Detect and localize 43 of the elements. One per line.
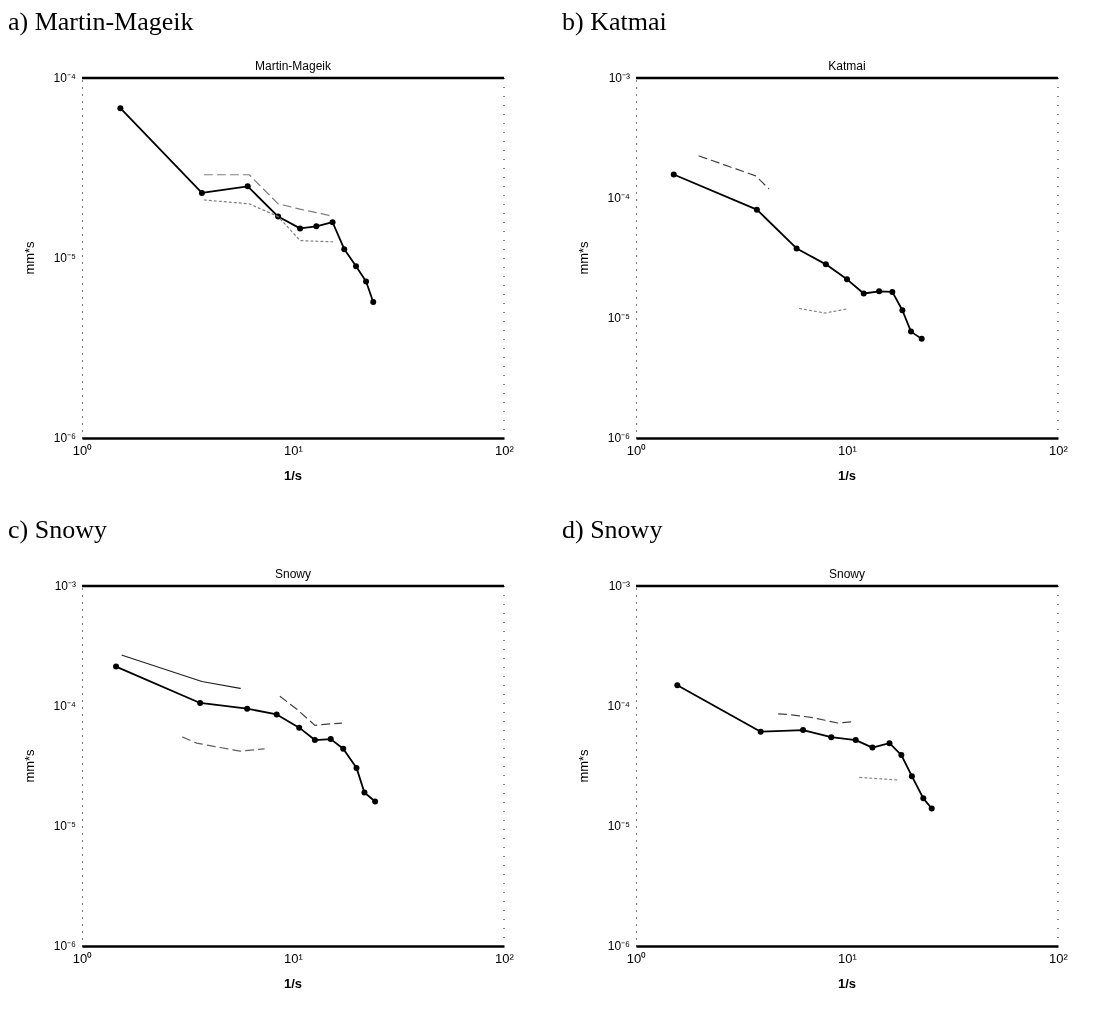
x-tick-label: 10⁰ xyxy=(72,951,93,967)
y-tick-label: 10⁻⁵ xyxy=(53,251,77,266)
y-axis-title: mm*s xyxy=(576,748,591,783)
chart-title: c) Snowy xyxy=(8,515,107,544)
y-tick-label: 10⁻³ xyxy=(54,579,76,594)
x-axis-title: 1/s xyxy=(837,976,857,991)
x-tick-label: 10² xyxy=(495,951,515,967)
x-axis-title: 1/s xyxy=(283,468,303,483)
y-tick-label: 10⁻⁶ xyxy=(53,939,77,954)
y-axis-title: mm*s xyxy=(22,240,37,275)
x-tick-label: 10⁰ xyxy=(626,443,647,459)
y-tick-label: 10⁻⁶ xyxy=(607,431,631,446)
x-tick-label: 10⁰ xyxy=(72,443,93,459)
chart-subtitle: Katmai xyxy=(828,59,866,73)
x-tick-label: 10¹ xyxy=(284,951,304,967)
x-tick-label: 10⁰ xyxy=(626,951,647,967)
chart-title: b) Katmai xyxy=(562,7,667,36)
y-tick-label: 10⁻⁴ xyxy=(607,699,630,714)
chart-subtitle: Snowy xyxy=(274,567,312,581)
y-tick-label: 10⁻⁶ xyxy=(53,431,77,446)
y-tick-label: 10⁻⁵ xyxy=(607,311,631,326)
y-tick-label: 10⁻⁶ xyxy=(607,939,631,954)
y-axis-title: mm*s xyxy=(22,748,37,783)
y-tick-label: 10⁻⁴ xyxy=(53,71,76,86)
x-tick-label: 10² xyxy=(495,443,515,459)
y-tick-label: 10⁻³ xyxy=(608,71,630,86)
x-axis-title: 1/s xyxy=(283,976,303,991)
x-tick-label: 10¹ xyxy=(284,443,304,459)
x-axis-title: 1/s xyxy=(837,468,857,483)
chart-title: d) Snowy xyxy=(562,515,663,544)
y-tick-label: 10⁻⁴ xyxy=(53,699,76,714)
x-tick-label: 10² xyxy=(1049,951,1069,967)
x-tick-label: 10² xyxy=(1049,443,1069,459)
y-axis-title: mm*s xyxy=(576,240,591,275)
y-tick-label: 10⁻³ xyxy=(608,579,630,594)
x-tick-label: 10¹ xyxy=(838,443,858,459)
y-tick-label: 10⁻⁴ xyxy=(607,191,630,206)
chart-title: a) Martin-Mageik xyxy=(8,7,194,36)
chart-subtitle: Snowy xyxy=(828,567,866,581)
y-tick-label: 10⁻⁵ xyxy=(607,819,631,834)
y-tick-label: 10⁻⁵ xyxy=(53,819,77,834)
chart-subtitle: Martin-Mageik xyxy=(254,59,332,73)
x-tick-label: 10¹ xyxy=(838,951,858,967)
